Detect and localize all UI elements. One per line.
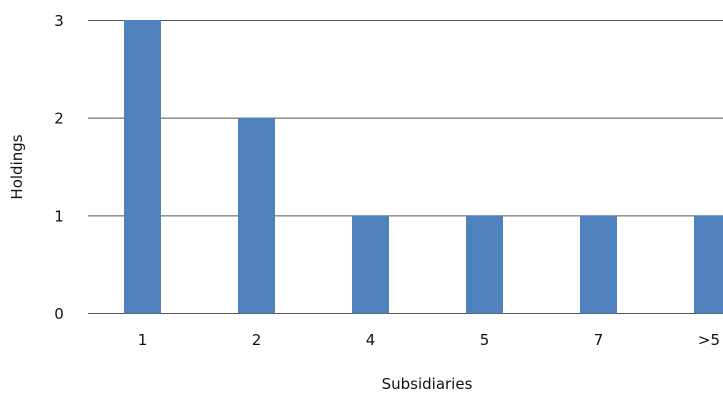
x-axis-title: Subsidiaries: [382, 375, 473, 393]
bar-5: [694, 215, 723, 314]
bar-4: [580, 215, 617, 314]
bar-0: [124, 20, 161, 314]
y-axis-title: Holdings: [8, 134, 26, 199]
x-tick-label: 4: [366, 331, 376, 349]
bar-1: [238, 117, 275, 314]
x-tick-label: 2: [252, 331, 262, 349]
x-tick-label: 1: [138, 331, 148, 349]
y-tick-label: 2: [54, 110, 64, 128]
x-tick-label: 7: [594, 331, 604, 349]
x-tick-label: 5: [480, 331, 490, 349]
bar-2: [352, 215, 389, 314]
gridlines: [88, 20, 723, 314]
y-tick-labels: 0 1 2 3: [54, 12, 64, 323]
bars: [124, 20, 723, 314]
bar-3: [466, 215, 503, 314]
x-tick-labels: 1 2 4 5 7 >5: [138, 331, 720, 349]
x-tick-label: >5: [698, 331, 720, 349]
y-tick-label: 1: [54, 207, 64, 225]
y-tick-label: 3: [54, 12, 64, 30]
y-tick-label: 0: [54, 305, 64, 323]
